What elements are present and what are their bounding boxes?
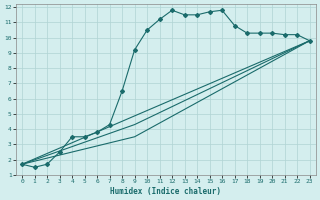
X-axis label: Humidex (Indice chaleur): Humidex (Indice chaleur) — [110, 187, 221, 196]
